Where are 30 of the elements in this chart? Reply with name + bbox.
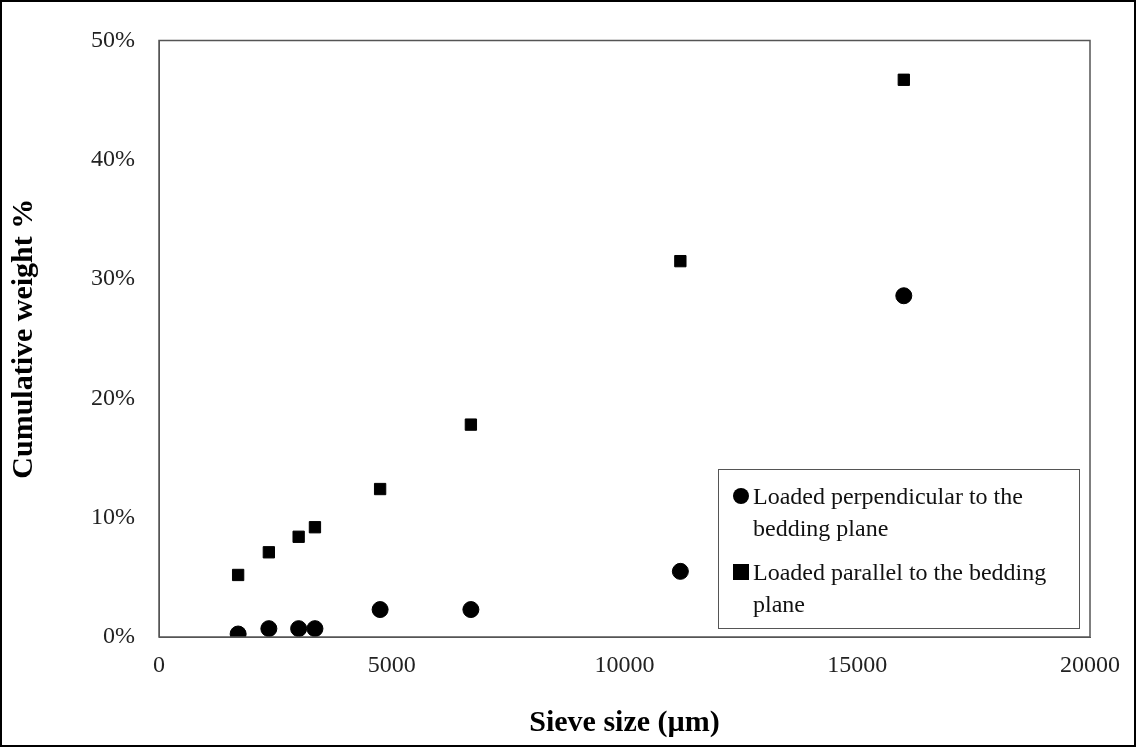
y-axis-title: Cumulative weight % xyxy=(4,198,38,479)
x-tick-label: 10000 xyxy=(594,650,655,677)
point xyxy=(462,601,480,619)
point xyxy=(371,601,389,619)
y-tick-label: 40% xyxy=(91,145,135,172)
x-tick-label: 15000 xyxy=(827,650,888,677)
y-tick-label: 30% xyxy=(91,264,135,291)
point xyxy=(897,73,910,86)
x-tick-label: 0 xyxy=(153,650,165,677)
x-tick-label: 20000 xyxy=(1060,650,1120,677)
point xyxy=(464,418,478,431)
legend-label: Loaded perpendicular to the bedding plane xyxy=(753,482,1024,543)
point xyxy=(262,546,276,559)
legend-label: Loaded parallel to the bedding plane xyxy=(753,558,1048,619)
point xyxy=(674,254,687,268)
point xyxy=(306,620,324,637)
point xyxy=(373,482,387,496)
point xyxy=(671,562,689,580)
point xyxy=(308,521,322,534)
x-tick-label: 5000 xyxy=(367,650,416,677)
y-tick-label: 50% xyxy=(91,25,135,52)
point xyxy=(895,287,913,305)
x-axis-title: Sieve size (µm) xyxy=(529,703,720,738)
point xyxy=(292,530,305,543)
point xyxy=(260,620,278,637)
y-tick-label: 10% xyxy=(91,502,135,529)
y-tick-label: 20% xyxy=(91,383,135,410)
point xyxy=(231,568,245,582)
point xyxy=(290,620,308,637)
y-tick-label: 0% xyxy=(103,622,135,649)
